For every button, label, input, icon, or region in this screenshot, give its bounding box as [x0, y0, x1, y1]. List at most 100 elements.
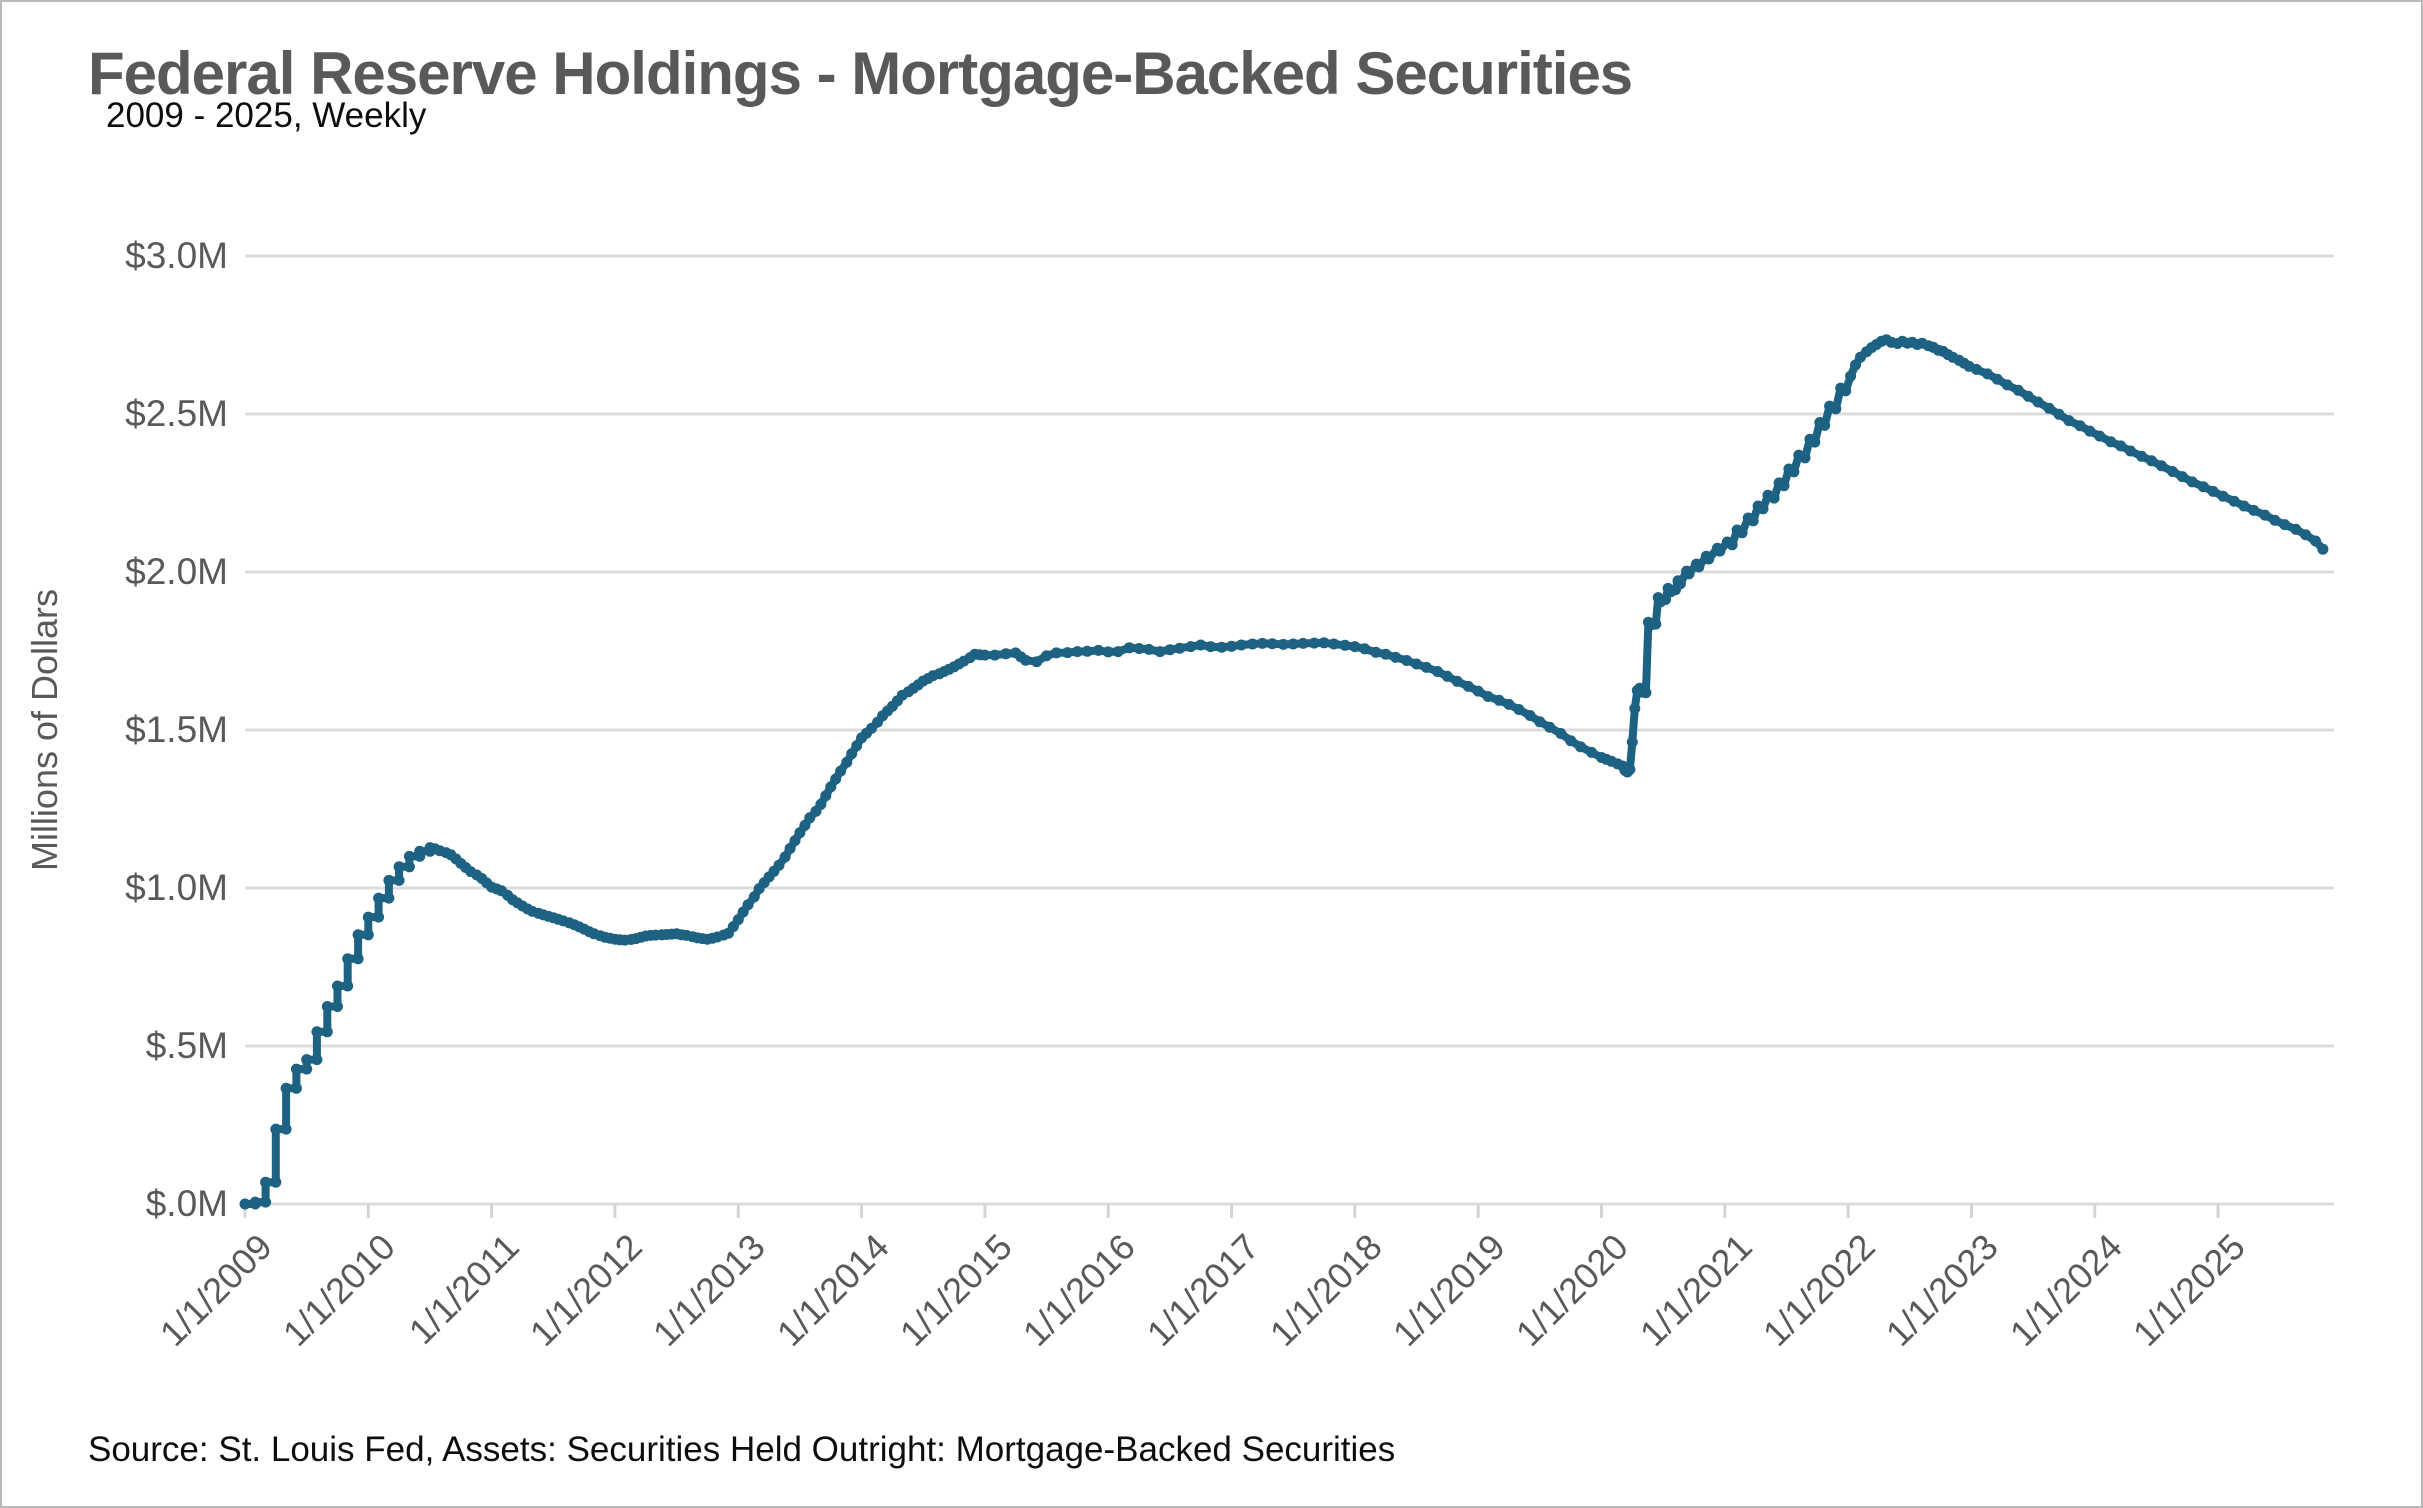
- mbs-series-point: [362, 911, 374, 923]
- mbs-series-point: [2074, 420, 2086, 432]
- mbs-series-point: [2136, 450, 2148, 462]
- mbs-series-point: [373, 911, 385, 923]
- mbs-series-point: [1195, 639, 1207, 651]
- mbs-series-point: [2317, 543, 2329, 555]
- mbs-series-point: [815, 798, 827, 810]
- mbs-series-point: [1102, 646, 1114, 658]
- mbs-series-point: [1235, 639, 1247, 651]
- mbs-series-point: [1432, 666, 1443, 677]
- y-tick-label: $2.5M: [125, 393, 228, 434]
- mbs-series-point: [1513, 704, 1525, 715]
- mbs-series-point: [342, 980, 354, 992]
- mbs-series-point: [1757, 503, 1769, 515]
- mbs-series-point: [270, 1123, 282, 1135]
- mbs-series-point: [2022, 390, 2034, 402]
- mbs-series-point: [1266, 638, 1278, 650]
- mbs-series-point: [311, 1026, 323, 1038]
- page-title: Federal Reserve Holdings - Mortgage-Back…: [88, 40, 1633, 107]
- mbs-series-point: [2001, 379, 2013, 391]
- mbs-series-point: [1050, 647, 1062, 659]
- mbs-series-point: [1747, 515, 1759, 527]
- mbs-series-point: [1674, 578, 1686, 590]
- mbs-series-point: [1626, 736, 1638, 748]
- mbs-series-point: [383, 874, 395, 886]
- mbs-series-point: [1411, 658, 1422, 670]
- mbs-series-point: [403, 850, 415, 862]
- mbs-series-point: [1297, 637, 1309, 649]
- mbs-series-point: [1726, 539, 1738, 551]
- mbs-series-point: [373, 892, 385, 904]
- mbs-series-point: [321, 1001, 333, 1012]
- mbs-series-point: [1092, 644, 1104, 656]
- mbs-series-point: [239, 1198, 251, 1210]
- mbs-series-point: [1503, 698, 1515, 710]
- mbs-series-point: [2207, 485, 2219, 497]
- mbs-series-point: [280, 1123, 292, 1135]
- mbs-series-point: [2084, 425, 2096, 437]
- mbs-series-point: [1123, 642, 1135, 654]
- mbs-series-point: [1041, 650, 1053, 662]
- y-tick-label: $3.0M: [125, 235, 228, 276]
- mbs-series-point: [1133, 643, 1145, 654]
- mbs-series-point: [2300, 529, 2312, 541]
- mbs-series-point: [2146, 455, 2157, 467]
- mbs-series-point: [1970, 363, 1982, 375]
- mbs-series-point: [1216, 641, 1228, 653]
- mbs-series-point: [2063, 415, 2075, 427]
- mbs-series-point: [1982, 368, 1993, 380]
- mbs-series-point: [1850, 359, 1861, 371]
- mbs-series-point: [1226, 640, 1237, 652]
- mbs-series-point: [1693, 561, 1705, 573]
- mbs-series-point: [1154, 646, 1166, 658]
- mbs-series-point: [1640, 687, 1652, 699]
- mbs-series-point: [784, 843, 796, 854]
- mbs-series-point: [1247, 638, 1258, 650]
- mbs-series-point: [1256, 637, 1268, 649]
- mbs-series-point: [2290, 523, 2302, 535]
- mbs-series-point: [1650, 618, 1662, 630]
- y-tick-label: $.0M: [145, 1183, 228, 1224]
- y-tick-label: $1.5M: [125, 709, 228, 750]
- mbs-series-point: [779, 851, 791, 863]
- mbs-series-point: [2197, 481, 2209, 493]
- mbs-series-point: [311, 1054, 323, 1066]
- mbs-series-point: [1819, 419, 1831, 431]
- mbs-series-point: [1703, 553, 1715, 565]
- mbs-series-point: [979, 649, 991, 661]
- mbs-series-line: [241, 335, 2327, 1208]
- mbs-series-point: [260, 1196, 272, 1208]
- y-tick-label: $.5M: [145, 1025, 228, 1066]
- mbs-series-point: [352, 953, 364, 965]
- mbs-series-point: [1143, 643, 1155, 655]
- mbs-series-point: [321, 1026, 333, 1038]
- mbs-series-point: [2259, 509, 2271, 521]
- mbs-series-point: [789, 835, 801, 847]
- source-note: Source: St. Louis Fed, Assets: Securitie…: [88, 1430, 1396, 1469]
- mbs-series-point: [332, 1001, 343, 1012]
- mbs-series-point: [403, 861, 415, 873]
- mbs-series-point: [1349, 641, 1361, 653]
- mbs-series-point: [2248, 504, 2260, 516]
- mbs-series-point: [1840, 385, 1852, 397]
- mbs-series-point: [742, 899, 754, 911]
- mbs-series-point: [1370, 646, 1382, 658]
- mbs-series-point: [2032, 396, 2044, 408]
- mbs-series-point: [1000, 648, 1012, 660]
- mbs-series-point: [1830, 403, 1842, 415]
- mbs-series-point: [1714, 545, 1726, 557]
- mbs-series-point: [2279, 519, 2291, 531]
- mbs-series-point: [2155, 460, 2167, 472]
- mbs-series-point: [851, 740, 863, 752]
- mbs-series-point: [1164, 644, 1176, 656]
- mbs-series-point: [1565, 735, 1577, 747]
- mbs-series-point: [1524, 710, 1536, 721]
- mbs-series-point: [773, 859, 785, 871]
- mbs-series-point: [2125, 445, 2136, 457]
- mbs-series-point: [1778, 480, 1790, 492]
- mbs-series-point: [1575, 741, 1586, 753]
- mbs-series-point: [249, 1196, 261, 1208]
- mbs-series-point: [835, 765, 847, 777]
- mbs-series-point: [2176, 471, 2188, 483]
- mbs-series-point: [352, 929, 364, 941]
- mbs-series-point: [1277, 638, 1289, 650]
